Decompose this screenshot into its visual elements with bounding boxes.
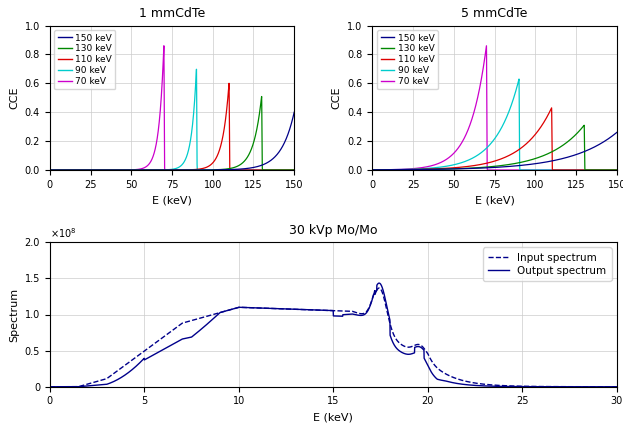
X-axis label: E (keV): E (keV) (313, 412, 353, 422)
X-axis label: E (keV): E (keV) (152, 195, 192, 205)
Input spectrum (376, 286, 383, 291)
Input spectrum (46, 384, 54, 389)
Input spectrum (111, 371, 118, 376)
Output spectrum (111, 379, 118, 384)
Y-axis label: CCE: CCE (9, 87, 19, 109)
Output spectrum (288, 306, 295, 312)
Input spectrum (613, 384, 621, 389)
Output spectrum (46, 384, 54, 389)
Input spectrum (541, 384, 548, 389)
Legend: 150 keV, 130 keV, 110 keV, 90 keV, 70 keV: 150 keV, 130 keV, 110 keV, 90 keV, 70 ke… (377, 30, 438, 89)
Line: Input spectrum: Input spectrum (50, 288, 617, 387)
Title: 1 mmCdTe: 1 mmCdTe (139, 7, 205, 20)
Text: $\times 10^8$: $\times 10^8$ (50, 226, 77, 240)
Title: 5 mmCdTe: 5 mmCdTe (462, 7, 528, 20)
Input spectrum (288, 306, 295, 312)
Legend: 150 keV, 130 keV, 110 keV, 90 keV, 70 keV: 150 keV, 130 keV, 110 keV, 90 keV, 70 ke… (54, 30, 115, 89)
X-axis label: E (keV): E (keV) (475, 195, 515, 205)
Input spectrum (145, 346, 152, 351)
Output spectrum (602, 384, 609, 389)
Y-axis label: Spectrum: Spectrum (9, 287, 19, 342)
Output spectrum (264, 306, 271, 311)
Input spectrum (264, 306, 271, 311)
Output spectrum (613, 384, 621, 389)
Output spectrum (376, 280, 383, 286)
Line: Output spectrum: Output spectrum (50, 283, 617, 387)
Input spectrum (602, 384, 609, 389)
Legend: Input spectrum, Output spectrum: Input spectrum, Output spectrum (483, 247, 612, 281)
Y-axis label: CCE: CCE (332, 87, 342, 109)
Output spectrum (145, 355, 152, 360)
Output spectrum (541, 384, 548, 389)
Title: 30 kVp Mo/Mo: 30 kVp Mo/Mo (289, 224, 378, 237)
